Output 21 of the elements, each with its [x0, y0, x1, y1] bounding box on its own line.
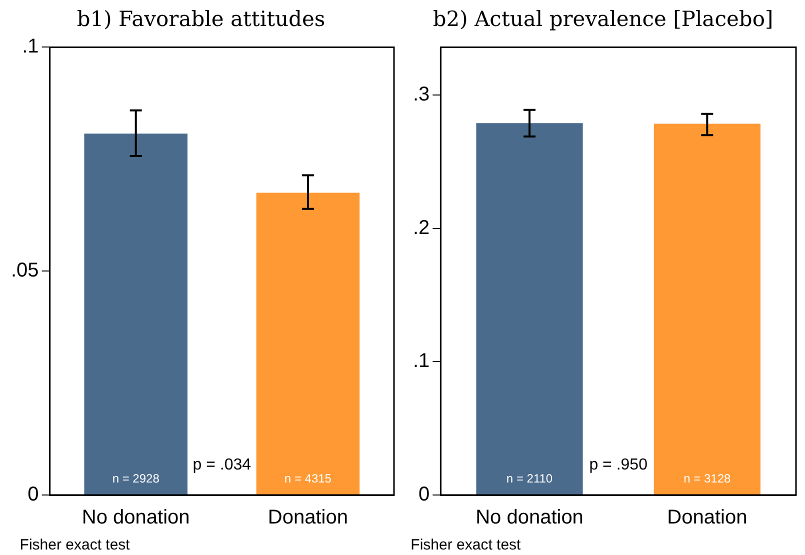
- y-tick-label: .2: [412, 216, 430, 239]
- annotation: n = 3128: [684, 471, 732, 486]
- text: Fisher exact test: [20, 536, 131, 554]
- x-tick-label: Donation: [667, 506, 748, 529]
- chart-title: b2) Actual prevalence [Placebo]: [432, 7, 774, 32]
- y-tick-label: 0: [28, 484, 39, 506]
- annotation: p = .034: [192, 456, 252, 474]
- annotation: n = 2928: [112, 471, 160, 486]
- text: Fisher exact test: [410, 536, 522, 554]
- annotation: p = .950: [589, 456, 648, 474]
- y-tick-label: .1: [412, 350, 430, 372]
- y-tick-label: .3: [412, 84, 430, 106]
- x-tick-label: No donation: [476, 506, 584, 529]
- x-tick-label: Donation: [268, 506, 348, 529]
- x-tick-label: No donation: [82, 506, 190, 529]
- annotation: n = 4315: [284, 471, 332, 486]
- y-tick-label: .05: [10, 260, 39, 282]
- y-tick-label: .1: [22, 36, 39, 58]
- chart-title: b1) Favorable attitudes: [76, 7, 326, 32]
- y-tick-label: 0: [418, 484, 430, 506]
- annotation: n = 2110: [506, 471, 553, 486]
